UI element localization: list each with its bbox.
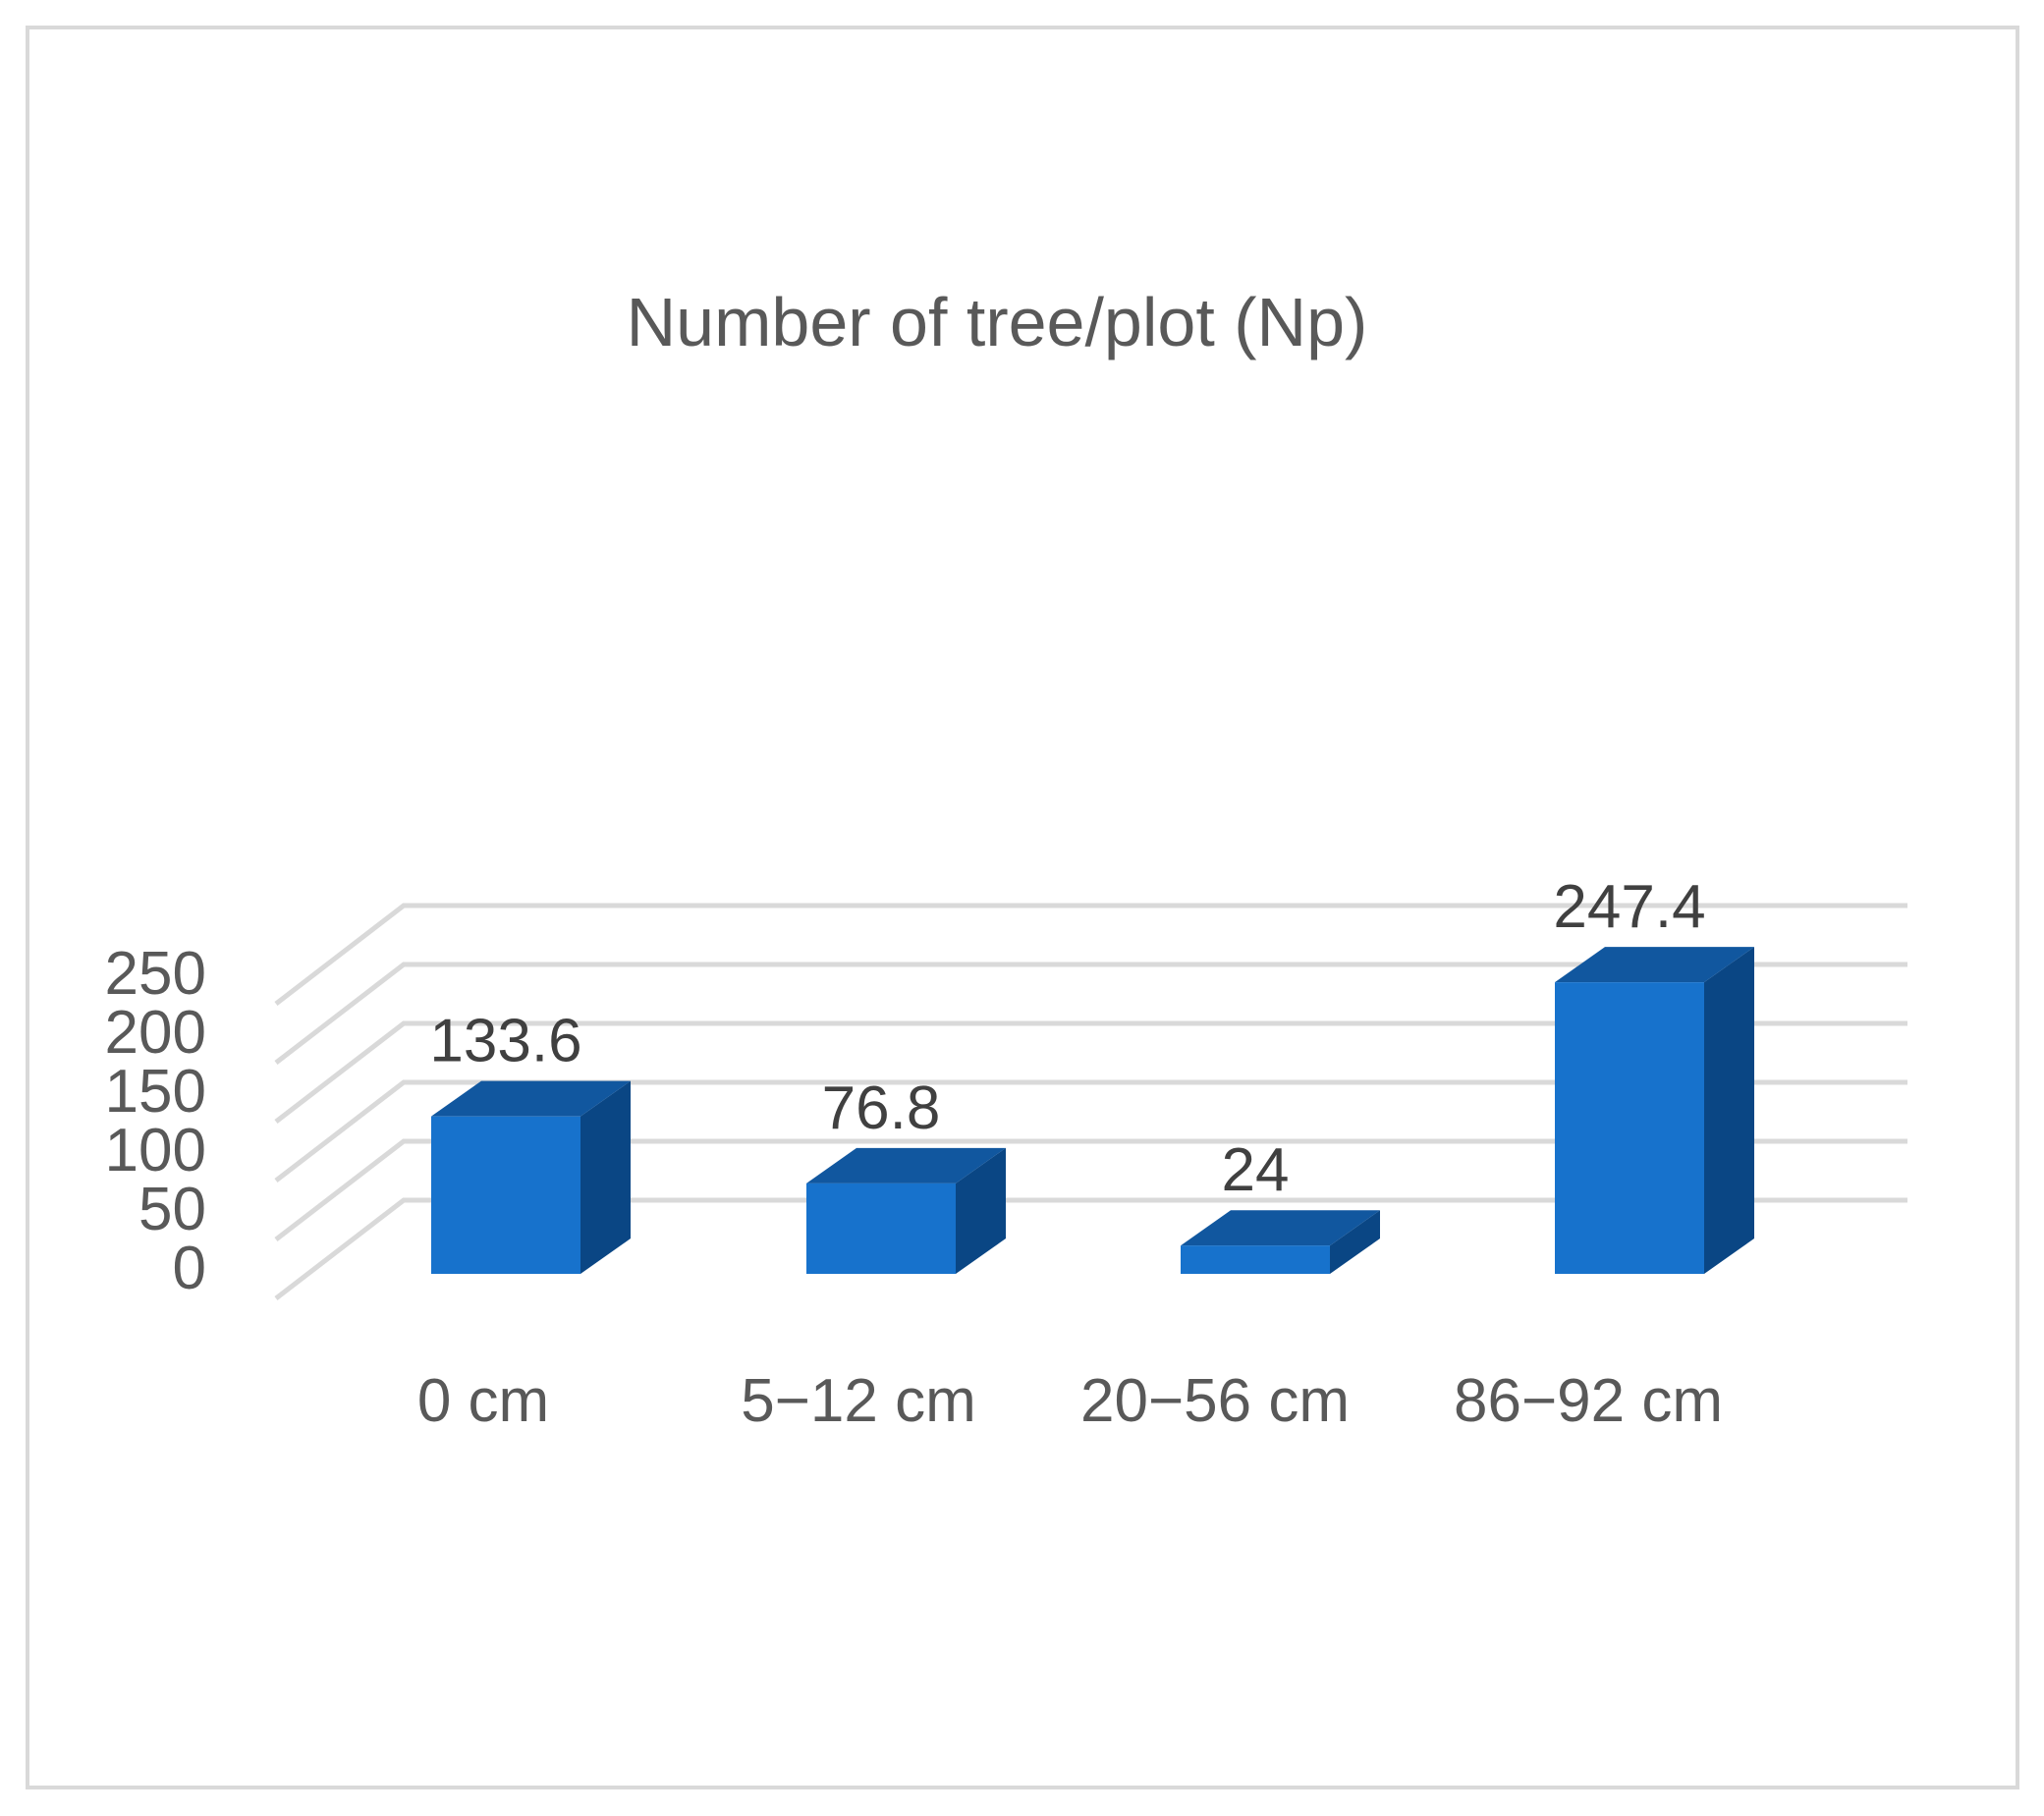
bar-side (956, 1147, 1006, 1274)
gridline (274, 1020, 1907, 1124)
data-label: 133.6 (429, 1008, 581, 1075)
gridline (274, 1197, 1907, 1300)
y-tick-label: 200 (105, 999, 206, 1067)
bars (431, 947, 1754, 1274)
data-label: 76.8 (822, 1074, 941, 1142)
bar-side (580, 1080, 631, 1274)
y-tick-label: 150 (105, 1058, 206, 1126)
bar-side (1704, 947, 1754, 1274)
y-tick-label: 250 (105, 940, 206, 1008)
bar (1181, 1245, 1330, 1274)
category-label: 0 cm (417, 1367, 549, 1435)
bar-top (806, 1147, 1006, 1183)
gridline (274, 1079, 1907, 1183)
bar (1555, 982, 1704, 1274)
bar (806, 1183, 956, 1274)
y-tick-label: 0 (173, 1235, 206, 1302)
bar-side (1330, 1210, 1380, 1274)
chart-title: Number of tree/plot (Np) (627, 284, 1368, 360)
y-tick-label: 50 (138, 1176, 206, 1243)
category-label: 5−12 cm (741, 1367, 976, 1435)
gridline (274, 903, 1907, 1006)
category-label: 86−92 cm (1454, 1367, 1723, 1435)
gridline (274, 1138, 1907, 1241)
bar-top (431, 1080, 631, 1117)
bar-top (1555, 947, 1754, 983)
gridline (274, 962, 1907, 1065)
category-label: 20−56 cm (1080, 1367, 1350, 1435)
bar (431, 1116, 580, 1274)
gridlines (274, 903, 1907, 1300)
data-labels: 133.6 76.8 24 247.4 (429, 873, 1705, 1204)
bar-top (1181, 1210, 1380, 1246)
category-labels: 0 cm 5−12 cm 20−56 cm 86−92 cm (417, 1367, 1723, 1435)
data-label: 247.4 (1553, 873, 1705, 941)
data-label: 24 (1222, 1136, 1290, 1204)
y-tick-label: 100 (105, 1117, 206, 1184)
